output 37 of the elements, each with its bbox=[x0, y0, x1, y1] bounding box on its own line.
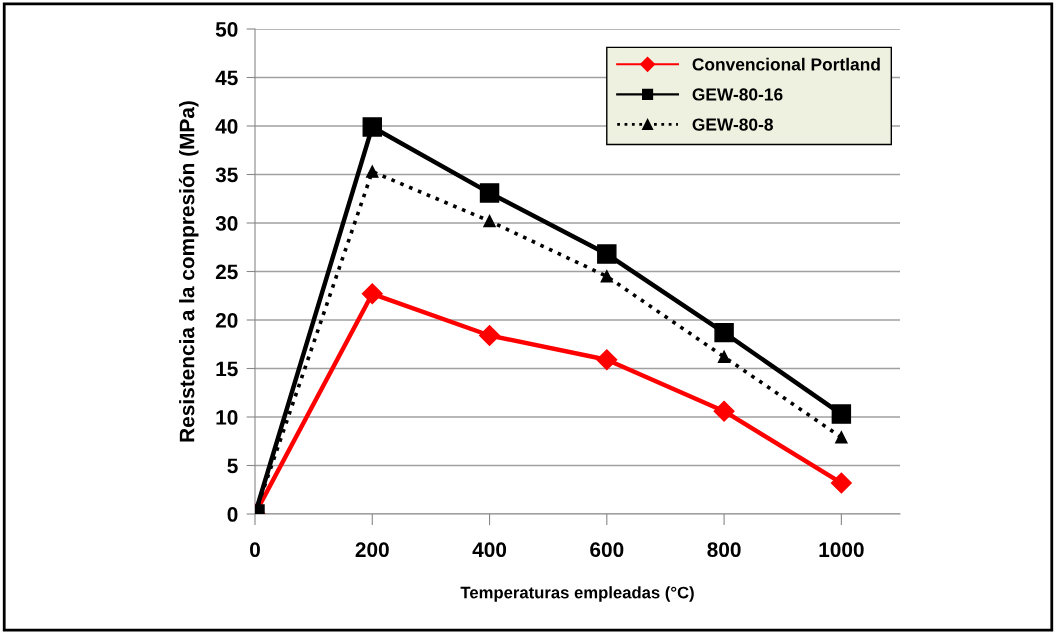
y-tick-label: 20 bbox=[215, 313, 238, 328]
point bbox=[597, 244, 617, 264]
x-axis-title: Temperaturas empleadas (°C) bbox=[460, 586, 694, 602]
x-tick-label: 400 bbox=[472, 542, 507, 558]
point bbox=[361, 283, 383, 305]
y-tick-label: 15 bbox=[216, 361, 238, 377]
x-tick-label: 200 bbox=[355, 542, 389, 558]
point bbox=[835, 431, 848, 444]
point bbox=[479, 325, 501, 347]
y-tick-label: 5 bbox=[227, 458, 238, 474]
point bbox=[831, 404, 852, 424]
legend-label: Convencional Portland bbox=[692, 57, 880, 71]
point bbox=[714, 322, 734, 343]
point bbox=[366, 165, 379, 178]
y-tick-label: 10 bbox=[216, 410, 238, 425]
x-tick-label: 0 bbox=[250, 542, 260, 558]
y-tick-label: 50 bbox=[215, 22, 238, 37]
y-tick-label: 30 bbox=[215, 216, 238, 231]
point bbox=[713, 400, 735, 422]
y-tick-label: 35 bbox=[215, 167, 238, 183]
x-tick-label: 800 bbox=[707, 542, 741, 558]
point bbox=[483, 214, 496, 228]
point bbox=[717, 350, 731, 364]
x-tick-label: 600 bbox=[590, 542, 624, 558]
point bbox=[596, 349, 618, 371]
y-axis-title: Resistencia a la compresión (MPa) bbox=[178, 101, 199, 442]
y-tick-label: 45 bbox=[215, 70, 238, 86]
legend-label: GEW-80-8 bbox=[692, 118, 773, 131]
y-tick-label: 0 bbox=[227, 507, 238, 522]
point bbox=[362, 117, 382, 137]
point bbox=[830, 472, 852, 494]
y-tick-label: 40 bbox=[215, 119, 238, 134]
legend-label: GEW-80-16 bbox=[692, 88, 783, 101]
point bbox=[600, 270, 614, 283]
point bbox=[479, 183, 500, 203]
x-tick-label: 1000 bbox=[819, 542, 864, 558]
y-tick-label: 25 bbox=[215, 264, 238, 280]
